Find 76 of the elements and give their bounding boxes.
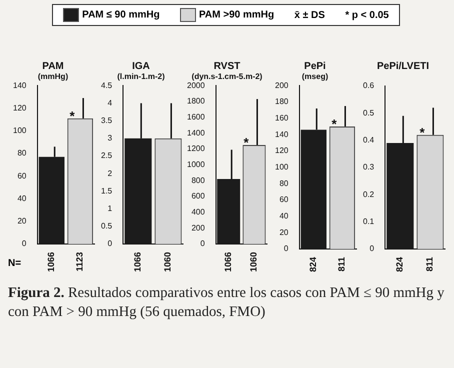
y-tick-label: 0 bbox=[370, 244, 375, 254]
text: N= bbox=[8, 258, 22, 269]
x-tick-label: 824 bbox=[308, 256, 318, 272]
y-tick-label: 1600 bbox=[187, 112, 206, 122]
y-tick-label: 0 bbox=[200, 239, 206, 248]
y-tick-label: 0.3 bbox=[362, 162, 375, 172]
y-tick-label: 200 bbox=[274, 80, 289, 90]
x-tick-label: 824 bbox=[394, 256, 405, 272]
y-tick-label: 800 bbox=[191, 176, 206, 185]
y-tick-label: 3 bbox=[108, 134, 113, 143]
chart-title: PePi bbox=[304, 60, 326, 72]
y-tick-label: 0.5 bbox=[100, 222, 113, 231]
y-tick-label: 160 bbox=[274, 113, 289, 122]
y-tick-label: 3.5 bbox=[100, 116, 113, 125]
y-tick-label: 140 bbox=[274, 130, 289, 139]
legend-label: PAM >90 mmHg bbox=[198, 8, 274, 22]
y-tick-label: 200 bbox=[191, 223, 206, 232]
y-tick-label: 80 bbox=[17, 148, 27, 158]
y-tick-label: 4 bbox=[108, 98, 113, 108]
y-tick-label: 1000 bbox=[187, 160, 206, 169]
y-tick-label: 1 bbox=[108, 204, 113, 213]
y-tick-label: 0 bbox=[22, 239, 27, 248]
y-tick-label: 20 bbox=[17, 216, 27, 226]
chart-title: PAM bbox=[42, 60, 64, 72]
y-tick-label: 0.4 bbox=[362, 136, 375, 145]
x-tick-label: 1066 bbox=[223, 252, 234, 272]
chart-subtitle: (mseg) bbox=[302, 72, 328, 82]
y-tick-label: 600 bbox=[191, 192, 206, 201]
x-tick-label: 1066 bbox=[46, 252, 56, 272]
y-tick-label: 1.5 bbox=[100, 186, 113, 196]
y-tick-label: 80 bbox=[279, 178, 289, 188]
y-tick-label: 0 bbox=[284, 244, 289, 254]
y-tick-label: 40 bbox=[17, 194, 27, 203]
y-tick-label: 120 bbox=[12, 103, 27, 112]
y-tick-label: 100 bbox=[274, 162, 289, 172]
y-tick-label: 40 bbox=[279, 212, 289, 221]
y-tick-label: 400 bbox=[191, 208, 206, 217]
annotation: * bbox=[70, 108, 76, 124]
y-tick-label: 4.5 bbox=[100, 80, 113, 90]
y-tick-label: 1200 bbox=[187, 144, 206, 154]
chart-title: PePi/LVETI bbox=[376, 60, 430, 72]
x-tick-label: 1066 bbox=[132, 252, 143, 272]
y-tick-label: 2000 bbox=[187, 80, 206, 90]
y-tick-label: 0 bbox=[108, 239, 113, 248]
annotation: * bbox=[244, 134, 250, 150]
y-tick-label: 2.5 bbox=[100, 151, 113, 160]
y-tick-label: 60 bbox=[17, 171, 27, 180]
y-tick-label: 1400 bbox=[187, 128, 206, 138]
x-tick-label: 811 bbox=[336, 256, 347, 272]
annotation: * bbox=[420, 124, 426, 140]
y-tick-label: 60 bbox=[279, 195, 289, 204]
legend-label: PAM ≤ 90 mmHg bbox=[81, 8, 160, 22]
x-tick-label: 811 bbox=[424, 256, 435, 272]
chart-title: IGA bbox=[132, 60, 150, 72]
y-tick-label: 140 bbox=[12, 80, 27, 90]
y-tick-label: 20 bbox=[279, 228, 289, 237]
text: * p < 0.05 bbox=[345, 10, 389, 20]
y-tick-label: 1800 bbox=[187, 96, 206, 106]
y-tick-label: 120 bbox=[274, 146, 289, 156]
text: Figura 2. Resultados comparativos entre los casos con PAM ≤ 90 mmHg y con PAM > 90 mmHg (56 quemados, FMO) bbox=[8, 284, 446, 322]
chart-subtitle: (mmHg) bbox=[38, 72, 68, 82]
text: x̄ ± DS bbox=[294, 10, 325, 20]
y-tick-label: 0.2 bbox=[362, 190, 375, 199]
x-tick-label: 1060 bbox=[162, 252, 173, 272]
y-tick-label: 100 bbox=[12, 126, 27, 136]
x-tick-label: 1060 bbox=[248, 252, 259, 272]
y-tick-label: 2 bbox=[108, 168, 113, 178]
y-tick-label: 0.5 bbox=[362, 108, 375, 118]
chart-title: RVST bbox=[214, 60, 240, 72]
x-tick-label: 1123 bbox=[74, 252, 85, 272]
y-tick-label: 0.1 bbox=[362, 217, 375, 226]
y-tick-label: 0.6 bbox=[362, 81, 375, 90]
chart-subtitle: (l.min-1.m-2) bbox=[117, 72, 166, 82]
chart-subtitle: (dyn.s-1.cm-5.m-2) bbox=[192, 72, 263, 82]
annotation: * bbox=[332, 116, 338, 132]
y-tick-label: 180 bbox=[274, 97, 289, 106]
